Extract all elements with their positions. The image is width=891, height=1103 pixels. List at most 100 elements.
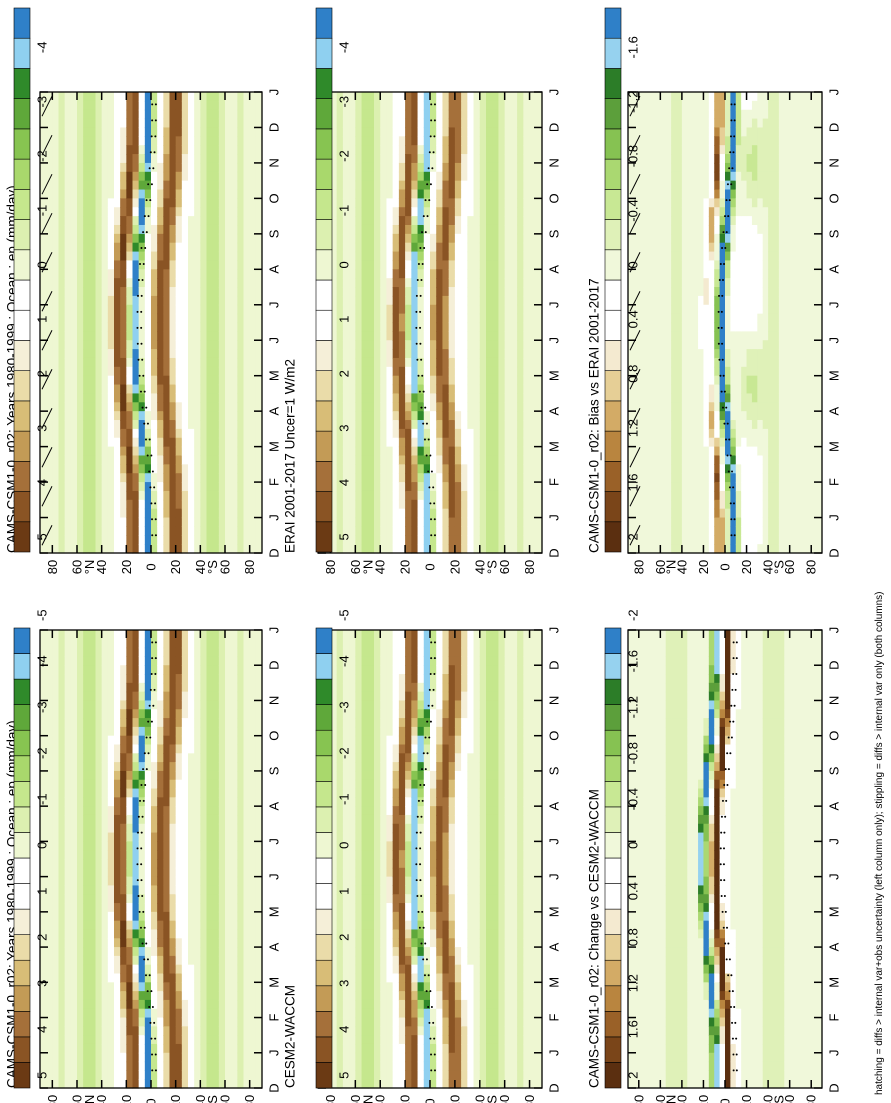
heatmap-cell	[114, 437, 121, 448]
heatmap-cell	[163, 455, 171, 465]
heatmap-cell	[181, 814, 189, 825]
heatmap-cell	[206, 894, 214, 904]
heatmap-cell	[225, 770, 232, 781]
heatmap-cell	[225, 411, 232, 421]
y-tick-label: 80	[242, 560, 257, 574]
heatmap-cell	[157, 894, 164, 904]
heatmap-cell	[46, 718, 53, 728]
stipple-dot	[137, 815, 140, 818]
heatmap-cell	[138, 384, 146, 395]
heatmap-cell	[380, 233, 388, 244]
heatmap-cell	[243, 455, 251, 465]
heatmap-cell	[336, 278, 344, 288]
heatmap-cell	[237, 964, 245, 975]
heatmap-cell	[225, 349, 232, 359]
heatmap-cell	[405, 251, 412, 262]
heatmap-cell	[188, 304, 195, 315]
heatmap-cell	[132, 437, 140, 448]
heatmap-cell	[46, 269, 53, 279]
heatmap-cell	[255, 832, 263, 842]
heatmap-cell	[367, 278, 375, 288]
heatmap-cell	[411, 366, 419, 377]
heatmap-cell	[218, 260, 226, 270]
heatmap-cell	[380, 269, 388, 279]
heatmap-cell	[175, 322, 183, 332]
heatmap-cell	[132, 841, 140, 851]
heatmap-cell	[101, 189, 109, 199]
heatmap-cell	[188, 349, 195, 359]
heatmap-cell	[83, 1043, 90, 1054]
heatmap-cell	[194, 287, 201, 297]
heatmap-cell	[380, 420, 388, 430]
heatmap-cell	[181, 947, 189, 957]
heatmap-cell	[255, 145, 263, 155]
heatmap-cell	[46, 180, 53, 191]
heatmap-cell	[225, 508, 232, 519]
heatmap-cell	[218, 233, 226, 244]
heatmap-cell	[126, 357, 134, 368]
heatmap-cell	[114, 885, 121, 895]
heatmap-cell	[107, 526, 115, 536]
stipple-dot	[142, 374, 145, 377]
heatmap-cell	[398, 428, 406, 439]
heatmap-cell	[374, 295, 381, 306]
heatmap-cell	[138, 145, 146, 155]
heatmap-cell	[175, 224, 183, 235]
heatmap-cell	[70, 384, 78, 395]
heatmap-cell	[77, 647, 84, 658]
heatmap-cell	[231, 136, 238, 146]
heatmap-cell	[46, 154, 53, 164]
heatmap-cell	[58, 189, 66, 199]
heatmap-cell	[157, 446, 164, 457]
heatmap-cell	[157, 964, 164, 975]
heatmap-cell	[70, 744, 78, 754]
heatmap-cell	[163, 999, 171, 1010]
heatmap-cell	[107, 630, 115, 640]
heatmap-cell	[423, 322, 431, 332]
heatmap-cell	[157, 1008, 164, 1019]
heatmap-cell	[89, 938, 97, 948]
heatmap-cell	[101, 384, 109, 395]
heatmap-cell	[392, 473, 400, 483]
heatmap-cell	[231, 473, 238, 483]
heatmap-cell	[163, 735, 171, 746]
heatmap-cell	[200, 823, 208, 834]
heatmap-cell	[169, 455, 177, 465]
heatmap-cell	[83, 903, 90, 913]
heatmap-cell	[411, 207, 419, 217]
heatmap-cell	[138, 100, 146, 111]
heatmap-cell	[188, 903, 195, 913]
heatmap-cell	[243, 127, 251, 137]
heatmap-cell	[70, 136, 78, 146]
heatmap-cell	[349, 446, 356, 457]
heatmap-cell	[157, 340, 164, 350]
heatmap-cell	[144, 233, 152, 244]
heatmap-cell	[132, 638, 140, 649]
heatmap-cell	[58, 154, 66, 164]
colorbar-bin	[13, 908, 31, 935]
heatmap-cell	[255, 823, 263, 834]
heatmap-cell	[188, 499, 195, 510]
heatmap-cell	[77, 340, 84, 350]
heatmap-cell	[77, 535, 84, 545]
heatmap-cell	[120, 814, 127, 825]
heatmap-cell	[188, 162, 195, 173]
heatmap-cell	[126, 278, 134, 288]
heatmap-cell	[157, 233, 164, 244]
heatmap-cell	[423, 136, 431, 146]
heatmap-cell	[206, 384, 214, 395]
heatmap-cell	[89, 242, 97, 253]
heatmap-cell	[126, 938, 134, 948]
heatmap-cell	[95, 251, 103, 262]
heatmap-cell	[423, 340, 431, 350]
heatmap-cell	[107, 207, 115, 217]
heatmap-cell	[126, 1008, 134, 1019]
heatmap-cell	[107, 806, 115, 816]
heatmap-cell	[417, 154, 425, 164]
heatmap-cell	[255, 171, 263, 182]
heatmap-cell	[212, 216, 220, 226]
heatmap-cell	[355, 331, 363, 341]
heatmap-cell	[405, 207, 412, 217]
heatmap-cell	[367, 464, 375, 474]
heatmap-cell	[206, 735, 214, 746]
